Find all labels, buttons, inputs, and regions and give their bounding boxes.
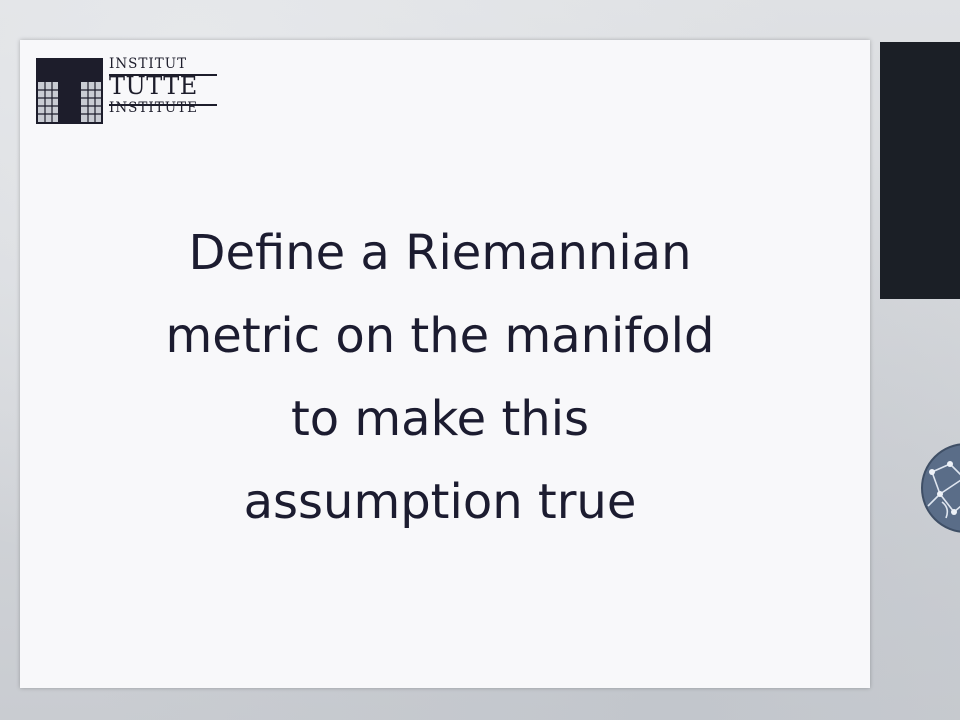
- logo-line-institut: INSTITUT: [109, 56, 188, 72]
- headline-line: to make this: [290, 391, 590, 447]
- network-globe-icon: [921, 443, 960, 533]
- tutte-institute-logo: INSTITUT TUTTE INSTITUTE: [36, 56, 226, 128]
- logo-wordmark: INSTITUT TUTTE INSTITUTE: [109, 56, 219, 116]
- logo-rule-top: [109, 74, 217, 76]
- logo-line-tutte: TUTTE: [109, 72, 198, 100]
- side-dark-panel: [880, 42, 960, 299]
- presentation-slide: INSTITUT TUTTE INSTITUTE Define a Rieman…: [20, 40, 870, 688]
- headline-line: Define a Riemannian: [188, 225, 692, 281]
- slide-headline: Define a Riemannian metric on the manifo…: [60, 212, 820, 544]
- headline-line: metric on the manifold: [165, 308, 715, 364]
- logo-rule-bottom: [109, 104, 217, 106]
- tutte-logo-mark-icon: [36, 58, 103, 124]
- headline-line: assumption true: [243, 474, 637, 530]
